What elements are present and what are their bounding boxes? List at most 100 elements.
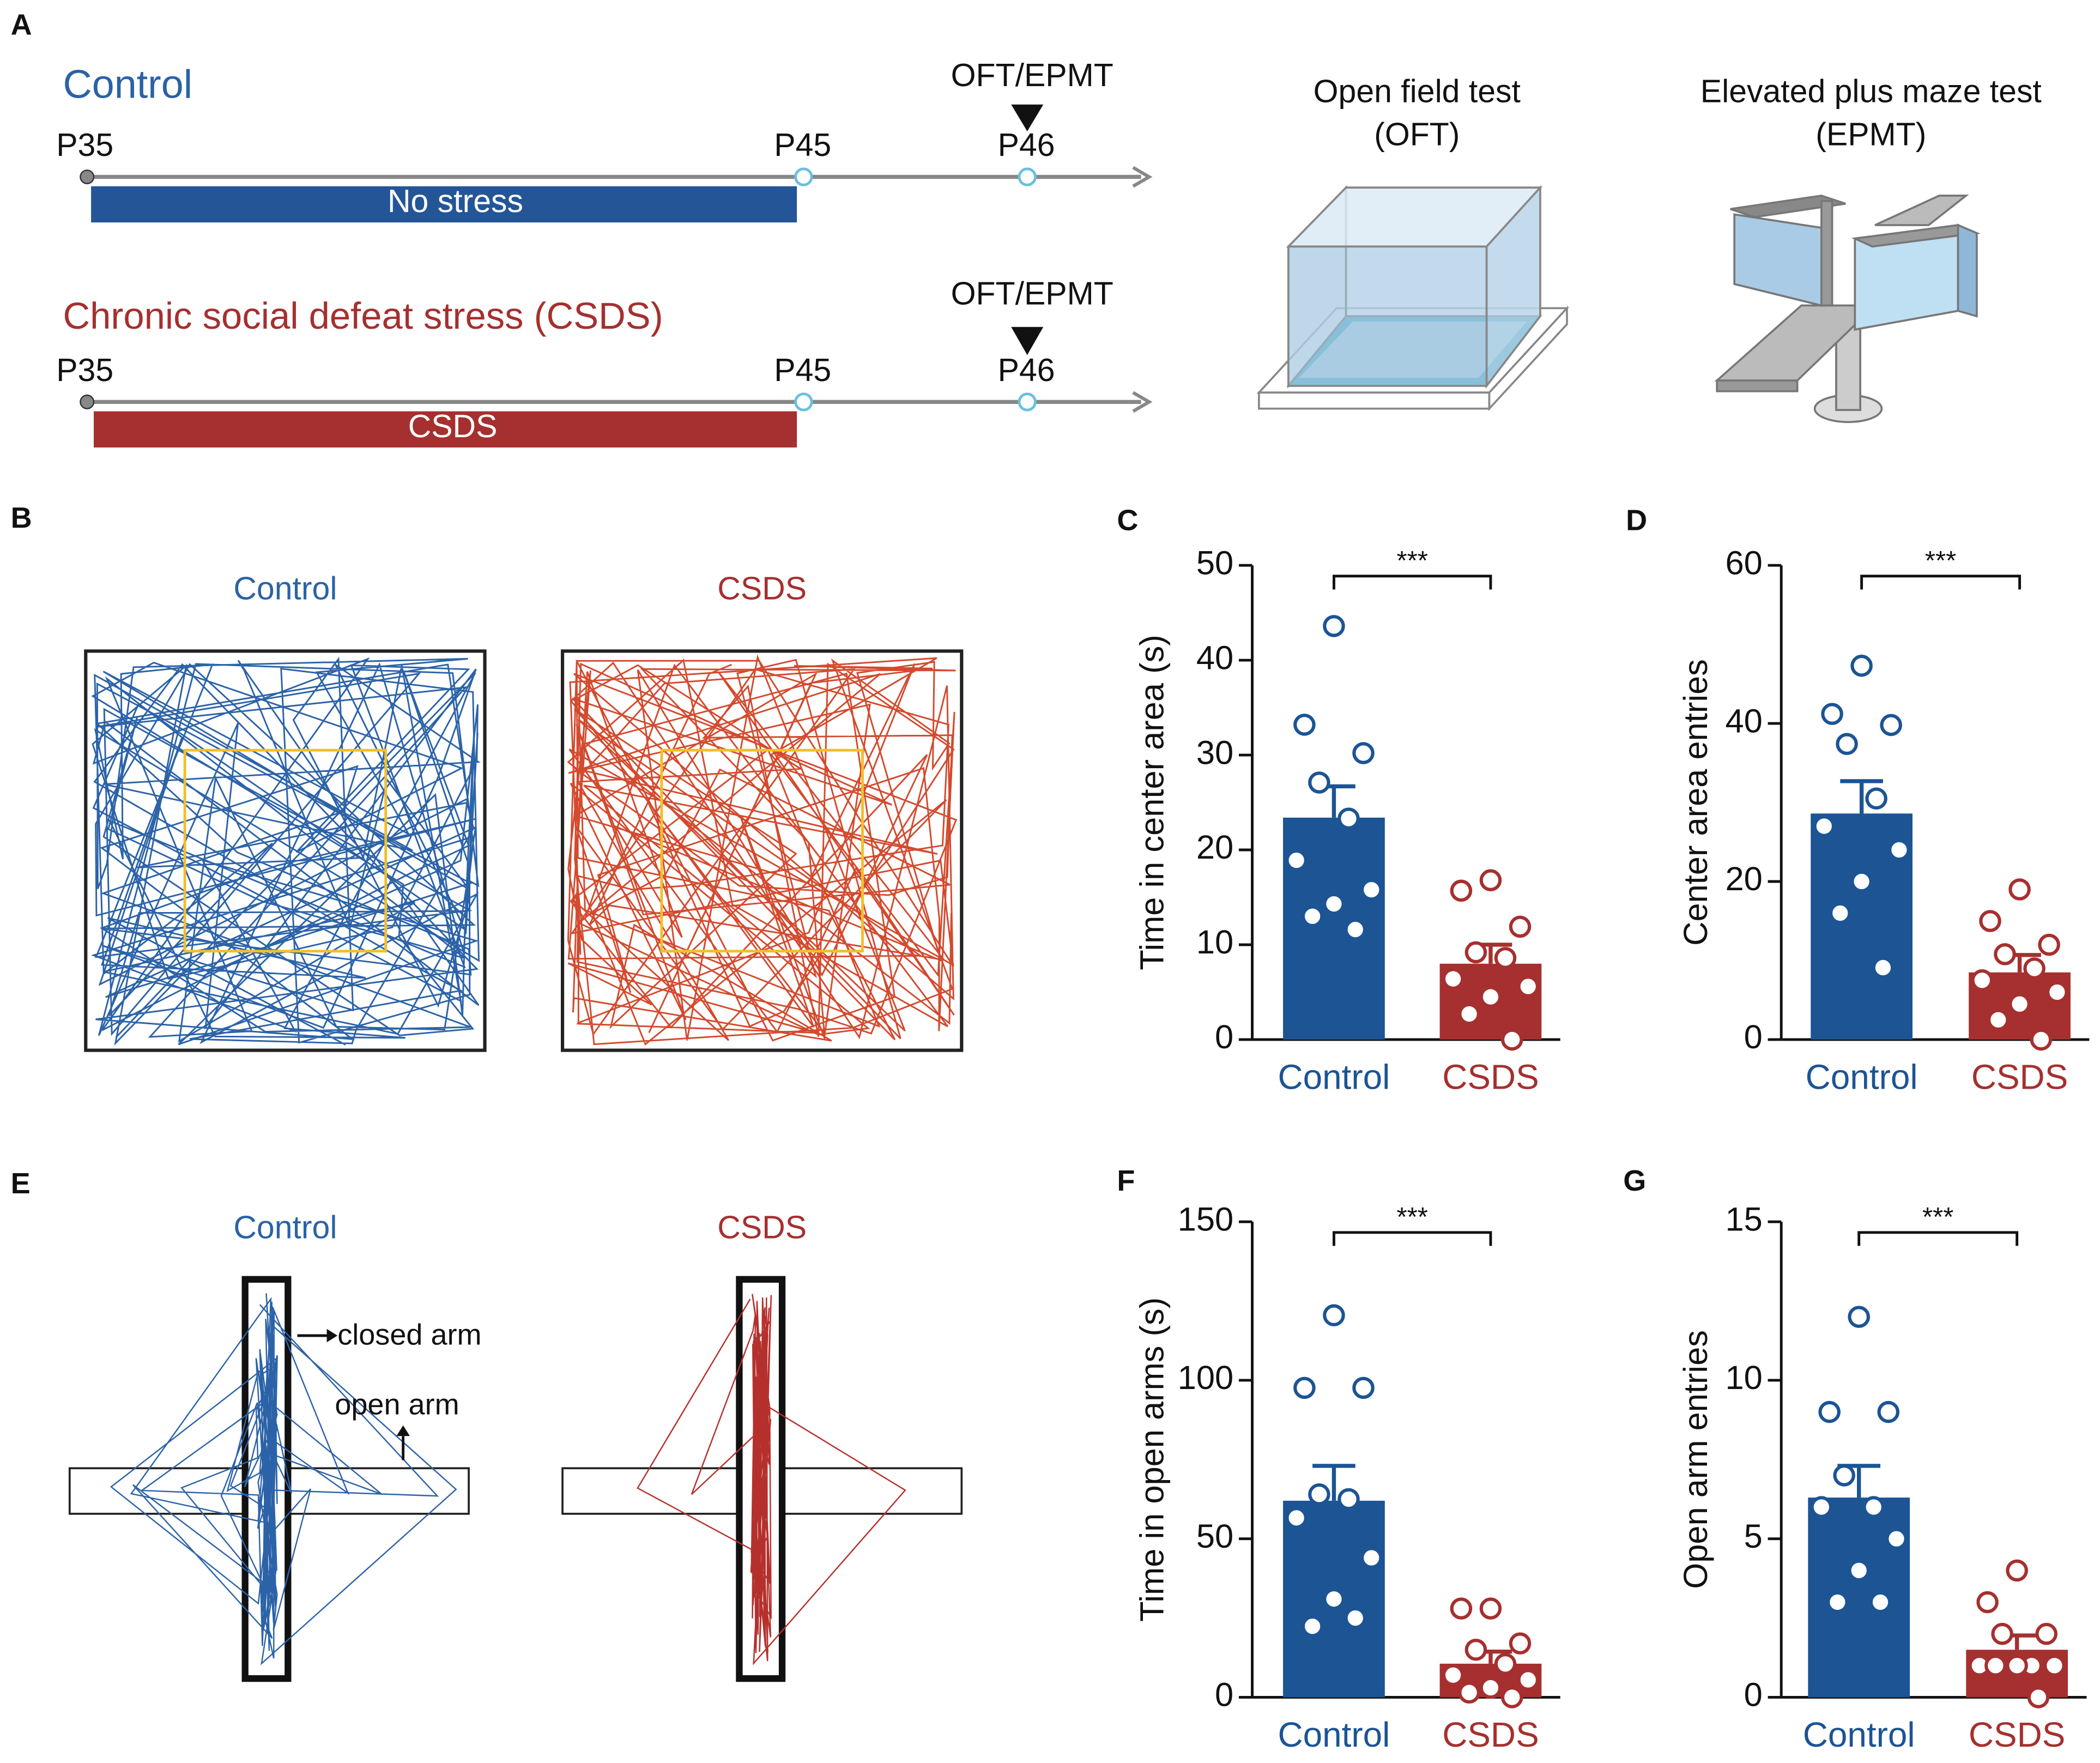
data-point <box>1464 941 1487 964</box>
significance-label: *** <box>1925 546 1956 576</box>
panel-letter: C <box>1117 504 1138 537</box>
data-point <box>1344 1607 1367 1629</box>
data-point <box>1850 870 1873 893</box>
period-label: CSDS <box>408 409 498 444</box>
y-axis-label: Time in open arms (s) <box>1133 1297 1171 1622</box>
data-point <box>1338 1488 1360 1511</box>
y-tick-label: 0 <box>1215 1018 1233 1056</box>
panel-letter: F <box>1117 1164 1135 1197</box>
x-tick-label: CSDS <box>1969 1715 2065 1754</box>
data-point <box>1450 879 1473 902</box>
day-label: P45 <box>774 128 831 163</box>
timeline-arrow <box>1132 166 1153 188</box>
data-point <box>1494 947 1517 969</box>
data-point <box>1850 654 1873 677</box>
period-bar <box>94 411 797 448</box>
test-abbr: (OFT) <box>1374 117 1460 152</box>
test-title: Elevated plus maze test <box>1700 74 2042 110</box>
data-point <box>1872 956 1895 979</box>
x-tick-label: CSDS <box>1442 1715 1539 1754</box>
y-tick-label: 20 <box>1725 860 1762 898</box>
data-point <box>1976 1591 1999 1614</box>
trajectory <box>90 656 481 1046</box>
data-point <box>1494 1653 1517 1675</box>
arena <box>84 649 487 1052</box>
data-point <box>1994 943 2016 965</box>
y-tick-label: 10 <box>1725 1359 1762 1397</box>
data-point <box>1308 771 1330 794</box>
significance-bracket <box>1332 1231 1492 1246</box>
y-axis-label: Center area entries <box>1677 659 1715 946</box>
data-point <box>1479 986 1502 1008</box>
data-point <box>2030 1028 2053 1051</box>
data-point <box>1818 1400 1841 1423</box>
data-point <box>1862 1496 1885 1518</box>
arm-label: open arm <box>335 1388 459 1421</box>
data-point <box>1479 1597 1502 1620</box>
data-point <box>2035 1622 2057 1645</box>
test-title: Open field test <box>1314 74 1521 110</box>
data-point <box>2006 1559 2028 1582</box>
y-tick-label: 0 <box>1744 1676 1763 1714</box>
y-tick-label: 20 <box>1196 829 1233 866</box>
data-point <box>1829 902 1851 925</box>
y-tick-label: 50 <box>1196 544 1233 582</box>
center-zone <box>660 748 864 953</box>
pointer-arrow <box>396 1425 410 1436</box>
data-point <box>1984 1655 2007 1677</box>
y-tick-label: 40 <box>1196 639 1233 677</box>
data-point <box>1517 1669 1540 1691</box>
period-bar <box>91 186 797 223</box>
test-label: OFT/EPMT <box>951 58 1113 93</box>
data-point <box>1323 1587 1345 1610</box>
data-point <box>1813 815 1836 837</box>
data-point <box>1971 969 1994 992</box>
y-tick-label: 15 <box>1725 1200 1762 1238</box>
bar <box>1808 1498 1910 1698</box>
y-tick-label: 30 <box>1196 734 1233 771</box>
y-tick-label: 40 <box>1725 702 1762 740</box>
data-point <box>2046 981 2068 1004</box>
data-point <box>1458 1681 1480 1704</box>
panel-letter: E <box>11 1167 31 1200</box>
data-point <box>1987 1009 2010 1031</box>
data-point <box>1352 742 1375 764</box>
arrowhead <box>1011 104 1044 131</box>
significance-bracket <box>1332 575 1492 590</box>
error-bar <box>1312 1464 1355 1501</box>
data-point <box>1979 910 2001 932</box>
data-point <box>1344 918 1367 941</box>
data-point <box>1880 714 1902 736</box>
group-label: Control <box>233 571 337 606</box>
data-point <box>1833 1464 1855 1487</box>
data-point <box>1442 968 1464 990</box>
data-point <box>1509 1632 1532 1655</box>
timepoint <box>80 169 95 184</box>
significance-label: *** <box>1922 1203 1953 1232</box>
y-tick-label: 100 <box>1178 1359 1233 1397</box>
data-point <box>1500 1686 1523 1708</box>
y-axis-label: Time in center area (s) <box>1133 635 1171 970</box>
data-point <box>1869 1591 1892 1614</box>
data-point <box>2008 878 2031 901</box>
data-point <box>1464 1638 1487 1661</box>
data-point <box>1442 1664 1464 1687</box>
y-tick-label: 5 <box>1744 1518 1763 1555</box>
data-point <box>2006 1655 2028 1677</box>
group-title: Control <box>63 61 192 106</box>
group-label: CSDS <box>717 1210 807 1245</box>
data-point <box>1360 878 1383 901</box>
data-point <box>1826 1591 1849 1614</box>
data-point <box>1285 849 1308 872</box>
data-point <box>1810 1496 1833 1518</box>
data-point <box>1848 1559 1870 1582</box>
data-point <box>1885 1527 1908 1550</box>
data-point <box>1821 703 1843 725</box>
data-point <box>1479 1676 1502 1699</box>
y-tick-label: 50 <box>1196 1518 1233 1555</box>
arm-label: closed arm <box>337 1319 481 1351</box>
timepoint <box>794 167 813 186</box>
x-tick-label: Control <box>1803 1715 1915 1754</box>
data-point <box>1877 1400 1900 1423</box>
